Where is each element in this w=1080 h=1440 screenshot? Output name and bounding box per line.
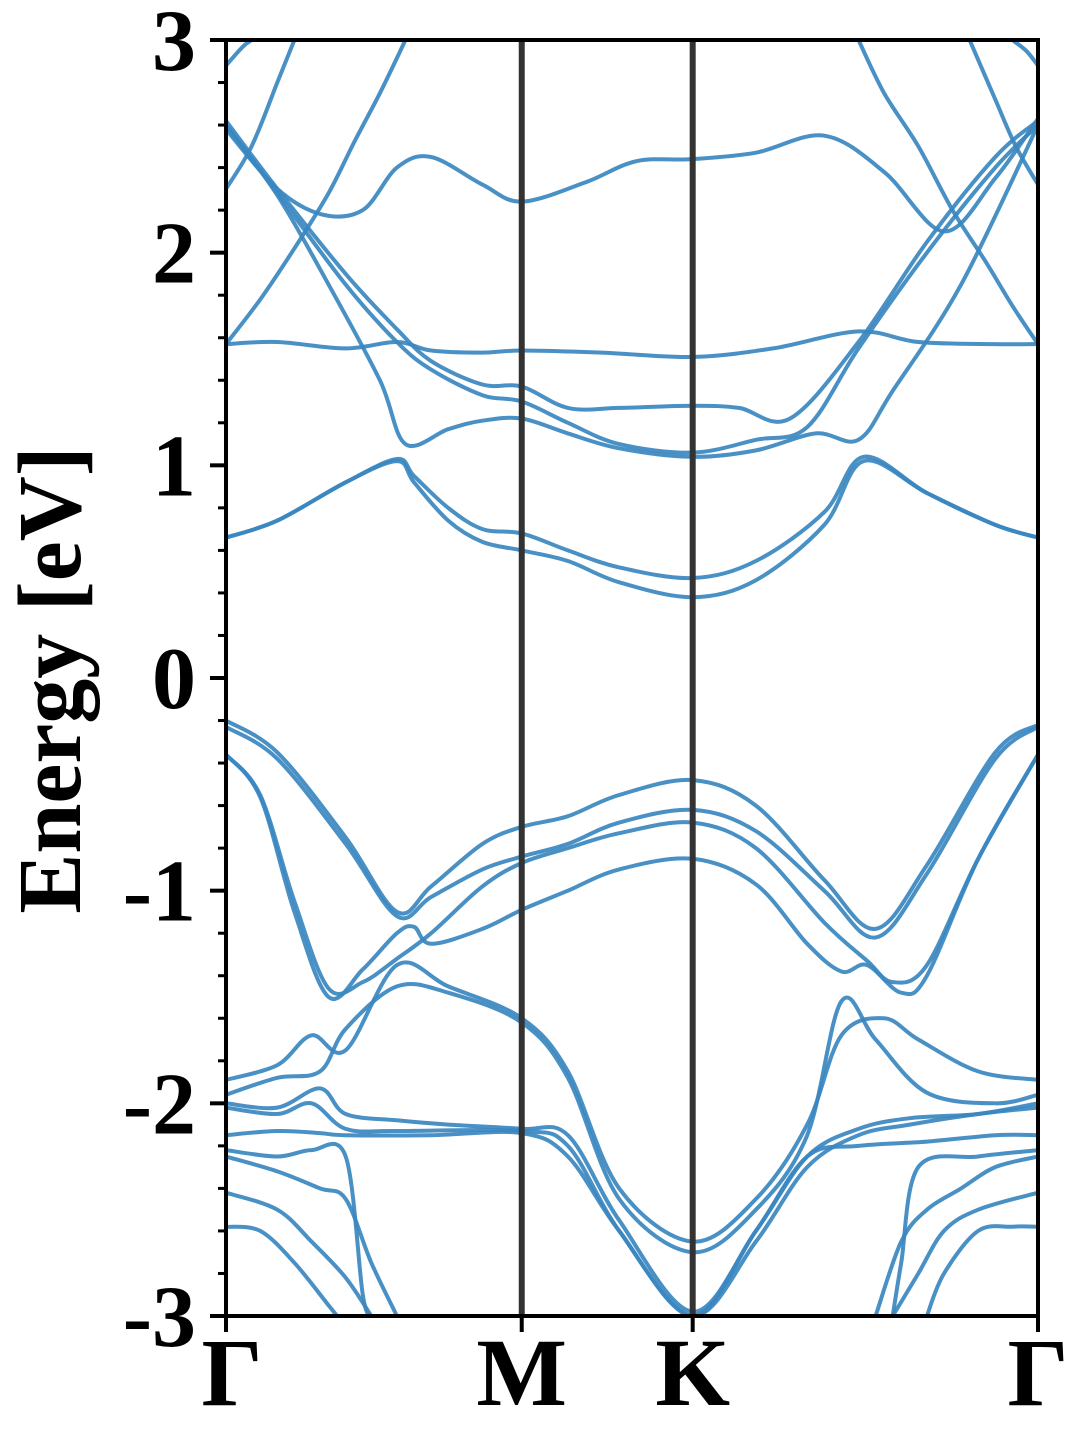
band-line-5 [226, 123, 1038, 455]
band-line-18 [226, 960, 1038, 1244]
band-line-3 [226, 329, 1038, 359]
x-tick-label-K: K [655, 1319, 730, 1426]
x-tick-label-Γ: Γ [201, 1319, 262, 1426]
band-line-22 [226, 1128, 1038, 1316]
band-line-12 [226, 40, 254, 68]
band-line-17 [226, 752, 1038, 1001]
band-line-26 [873, 1154, 1038, 1316]
band-line-11 [967, 40, 1038, 187]
band-line-1 [226, 454, 1038, 581]
bands-layer [226, 40, 1038, 1316]
band-line-20 [226, 1086, 1038, 1314]
band-line-9 [856, 40, 1038, 347]
y-tick-label: -2 [123, 1056, 196, 1153]
band-line-27 [226, 1190, 374, 1316]
band-line-2 [226, 458, 1038, 600]
axes-layer [210, 38, 1040, 1332]
band-line-7 [226, 116, 1038, 234]
x-tick-label-M: M [476, 1319, 567, 1426]
band-line-6 [226, 123, 1038, 459]
y-tick-label: 3 [152, 0, 196, 90]
band-line-30 [924, 1224, 1038, 1316]
band-line-16 [226, 752, 1038, 996]
band-line-14 [226, 718, 1038, 931]
band-line-25 [226, 1154, 399, 1316]
y-tick-label: 1 [152, 418, 196, 515]
y-tick-label: -1 [123, 844, 196, 941]
x-tick-label-Γ: Γ [1007, 1319, 1068, 1426]
symmetry-lines-layer [518, 40, 696, 1316]
y-tick-labels: 3 2 1 0 -1 -2 -3 [123, 0, 196, 1366]
band-line-8 [226, 40, 408, 347]
y-tick-label: -3 [123, 1269, 196, 1366]
band-line-4 [226, 118, 1038, 424]
y-tick-label: 2 [152, 206, 196, 303]
band-line-15 [226, 724, 1038, 940]
band-line-10 [226, 40, 297, 191]
y-tick-label: 0 [152, 631, 196, 728]
band-line-28 [890, 1190, 1038, 1316]
band-line-23 [226, 1141, 374, 1316]
band-line-19 [226, 981, 1038, 1255]
band-line-24 [890, 1148, 1038, 1316]
band-line-29 [226, 1224, 340, 1316]
band-line-13 [1010, 40, 1038, 68]
y-axis-title: Energy [eV] [1, 446, 100, 913]
